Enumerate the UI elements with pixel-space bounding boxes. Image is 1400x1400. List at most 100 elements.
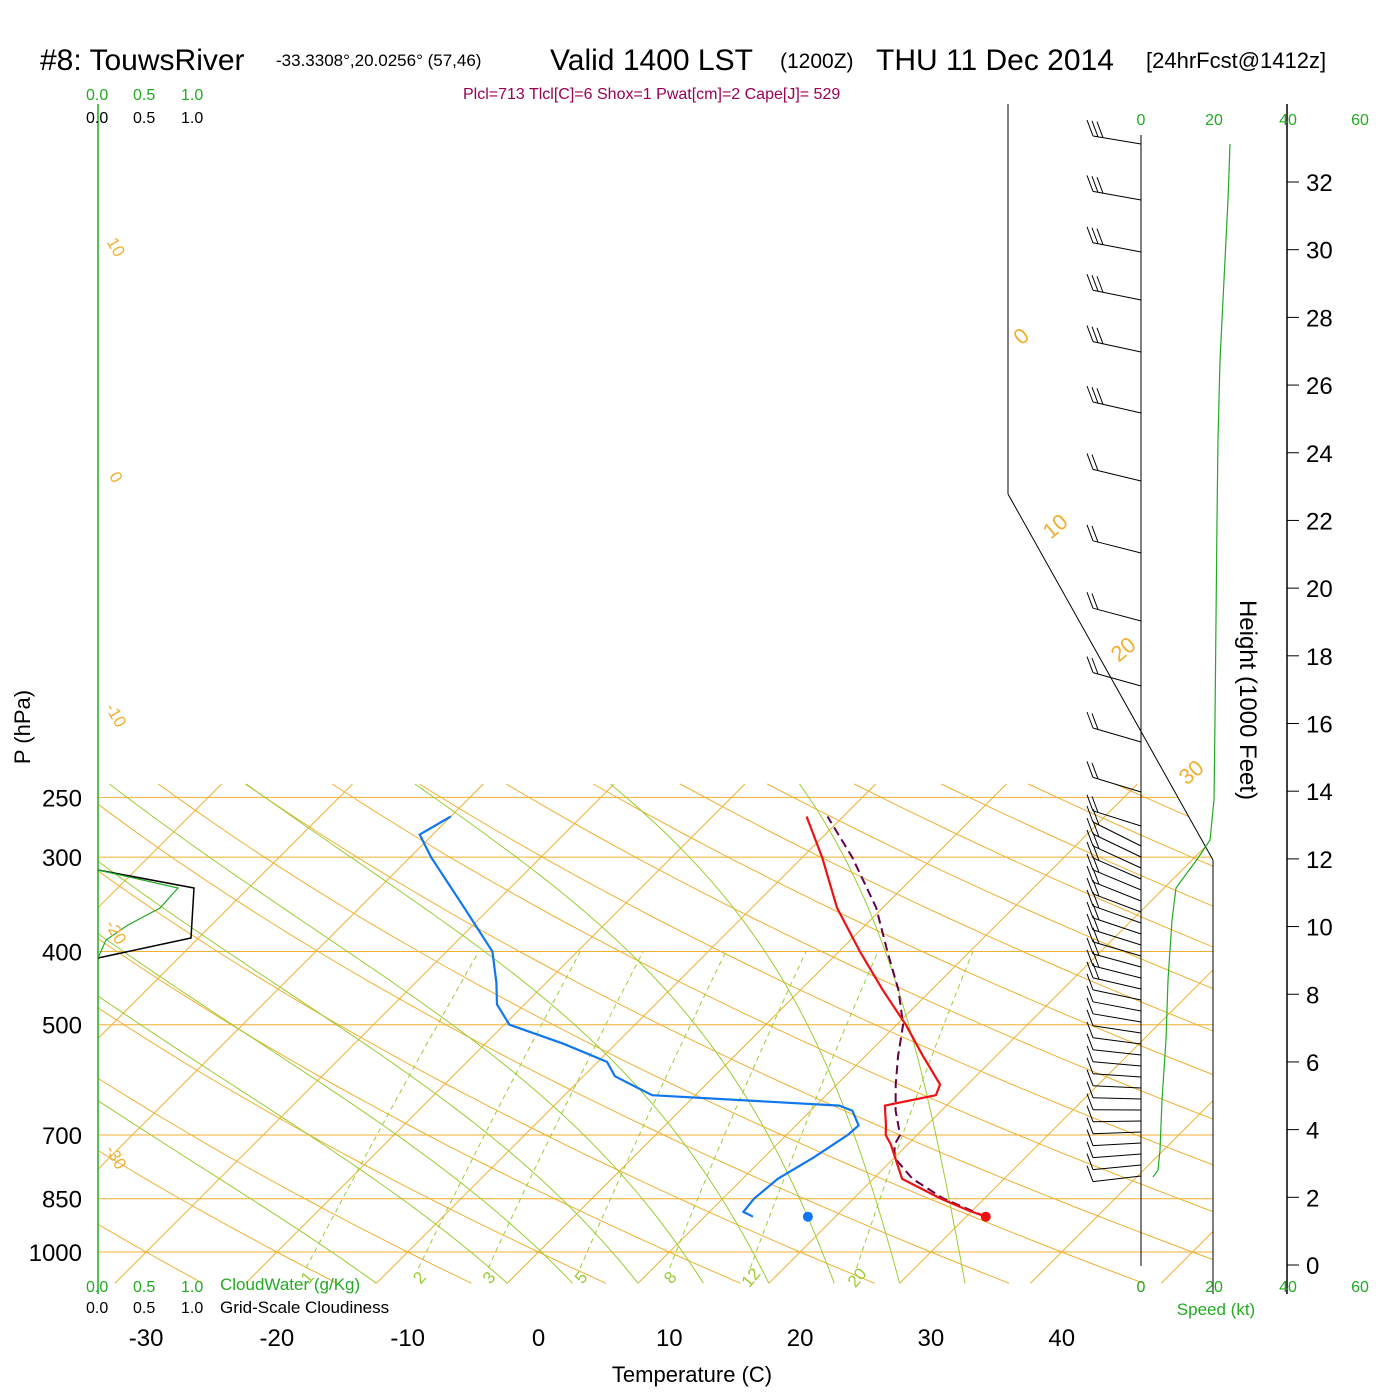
temperature-tick-label: 40 (1048, 1325, 1075, 1352)
height-tick-label: 26 (1306, 373, 1333, 400)
isotherm-line (114, 783, 615, 1284)
station-coords: -33.3308°,20.0256° (57,46) (276, 51, 481, 70)
height-tick-label: 30 (1306, 238, 1333, 265)
height-tick-label: 14 (1306, 779, 1333, 806)
temperature-tick-label: 20 (787, 1325, 814, 1352)
wind-barb (1086, 1009, 1142, 1034)
zulu-time: (1200Z) (780, 50, 854, 73)
isotherm-line (768, 783, 1213, 1284)
isotherm-line (245, 783, 746, 1284)
dry-adiabat-line (679, 783, 1213, 1284)
dry-adiabat-line (98, 783, 338, 1284)
moist-adiabat-line (109, 783, 704, 1284)
surface-temperature-marker (980, 1211, 991, 1222)
svg-text:20: 20 (1205, 1279, 1223, 1296)
wind-barb (1086, 841, 1142, 880)
mixing-ratio-line (305, 951, 480, 1269)
moist-adiabat-line (610, 783, 901, 1284)
valid-time: Valid 1400 LST (550, 44, 753, 77)
wind-barb (1086, 592, 1142, 622)
wind-barb (1086, 805, 1142, 847)
wind-barb (1086, 973, 1142, 1001)
wind-barb (1086, 817, 1142, 858)
surface-dewpoint-marker (802, 1211, 813, 1222)
mixing-ratio-line (856, 951, 974, 1269)
header: #8: TouwsRiver -33.3308°,20.0256° (57,46… (40, 44, 1326, 103)
isotherm-line (637, 783, 1138, 1284)
temperature-tick-label: -20 (260, 1325, 295, 1352)
sounding-series (418, 815, 991, 1222)
pressure-tick-label: 400 (42, 940, 82, 967)
wind-barb (1086, 901, 1142, 935)
wind-barb (1086, 1117, 1142, 1135)
pressure-tick-label: 500 (42, 1013, 82, 1040)
svg-text:60: 60 (1351, 1279, 1369, 1296)
mixing-ratio-line (669, 951, 807, 1269)
isotherm-line (98, 783, 484, 1284)
wind-barb (1086, 937, 1142, 968)
wind-barb (1086, 453, 1142, 482)
height-tick-label: 32 (1306, 170, 1333, 197)
bottom-cloud-scale: 0.0 0.5 1.0 CloudWater (g/Kg) 0.0 0.5 1.… (86, 1275, 389, 1317)
wind-barb (1086, 274, 1142, 301)
height-tick-label: 12 (1306, 847, 1333, 874)
wind-barb (1086, 794, 1142, 827)
isotherm-line (376, 783, 877, 1284)
wind-barb (1086, 1093, 1142, 1111)
forecast-info: [24hrFcst@1412z] (1146, 48, 1326, 73)
svg-text:0.0: 0.0 (86, 87, 108, 104)
wind-barb (1086, 949, 1142, 979)
svg-text:40: 40 (1279, 112, 1297, 129)
isotherm-line (98, 783, 223, 1284)
height-tick-label: 8 (1306, 982, 1319, 1009)
valid-date: THU 11 Dec 2014 (876, 44, 1114, 77)
wind-barb (1086, 119, 1142, 145)
wind-barb (1086, 1153, 1142, 1171)
svg-text:60: 60 (1351, 112, 1369, 129)
svg-text:0.0: 0.0 (86, 1300, 108, 1317)
svg-text:0: 0 (1137, 1279, 1146, 1296)
wind-barb (1086, 829, 1142, 869)
height-tick-label: 20 (1306, 576, 1333, 603)
wind-barb (1086, 1141, 1142, 1159)
wind-barb (1086, 865, 1142, 902)
isotherm-line (1030, 783, 1213, 1284)
temperature-tick-label: 30 (918, 1325, 945, 1352)
wind-barb (1086, 325, 1142, 353)
isotherm-line (98, 783, 353, 1284)
height-tick-label: 24 (1306, 441, 1333, 468)
dewpoint-line (418, 815, 860, 1218)
dry-adiabat-line (505, 783, 1213, 1284)
x-axis-title: Temperature (C) (612, 1362, 772, 1387)
dry-adiabat-line (98, 783, 1010, 1284)
svg-text:0.5: 0.5 (133, 87, 155, 104)
parcel-line (826, 815, 987, 1218)
mixing-ratio-line (418, 951, 581, 1269)
cloudiness-label: Grid-Scale Cloudiness (220, 1298, 389, 1317)
svg-text:0.0: 0.0 (86, 1279, 108, 1296)
isotherm-line (899, 783, 1213, 1284)
wind-barb (1086, 853, 1142, 891)
dry-adiabat-line (418, 783, 1213, 1284)
pressure-tick-label: 300 (42, 845, 82, 872)
wind-barb (1086, 175, 1142, 201)
mixing-ratio-line (749, 951, 879, 1269)
y-axis-title: P (hPa) (10, 690, 35, 764)
speed-label: Speed (kt) (1177, 1300, 1255, 1319)
height-tick-label: 22 (1306, 508, 1333, 535)
svg-text:0.5: 0.5 (133, 110, 155, 127)
plot-frame (97, 104, 1288, 1294)
wind-barb (1086, 656, 1142, 687)
moist-adiabat-line (98, 783, 639, 1284)
wind-barbs (1086, 119, 1142, 1183)
mixing-ratio-line (579, 951, 727, 1269)
wind-barb (1086, 913, 1142, 946)
wind-barb (1086, 711, 1142, 743)
pressure-tick-label: 850 (42, 1187, 82, 1214)
wind-barb (1086, 1057, 1142, 1078)
svg-text:1.0: 1.0 (181, 1300, 203, 1317)
temperature-tick-label: 10 (656, 1325, 683, 1352)
stability-indices: Plcl=713 Tlcl[C]=6 Shox=1 Pwat[cm]=2 Cap… (463, 86, 840, 103)
temperature-tick-label: -30 (129, 1325, 164, 1352)
